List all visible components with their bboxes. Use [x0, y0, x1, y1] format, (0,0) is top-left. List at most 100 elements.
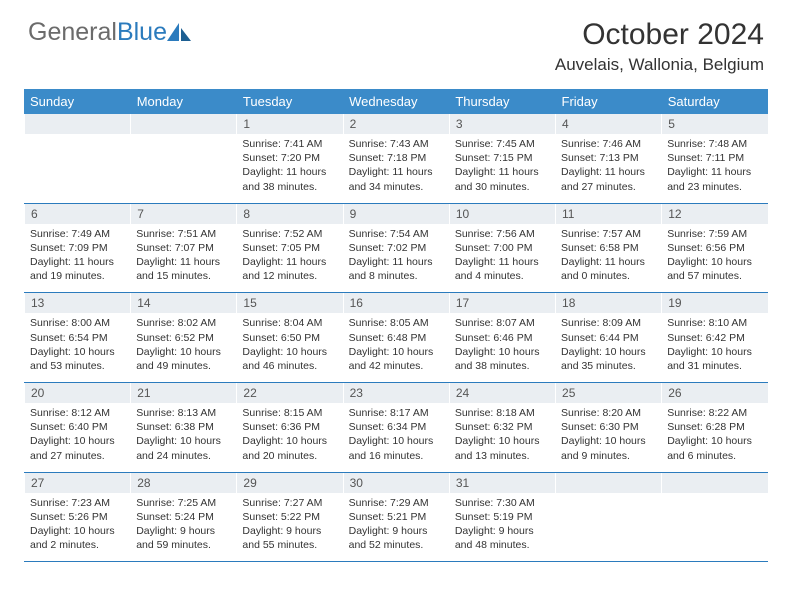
calendar-cell: 20Sunrise: 8:12 AMSunset: 6:40 PMDayligh… [24, 383, 130, 473]
weekday-header: Tuesday [236, 89, 342, 114]
sunrise-line: Sunrise: 8:18 AM [455, 406, 549, 420]
sunrise-line: Sunrise: 8:00 AM [30, 316, 124, 330]
daylight-line: Daylight: 11 hours and 8 minutes. [349, 255, 443, 283]
calendar-cell: 16Sunrise: 8:05 AMSunset: 6:48 PMDayligh… [343, 293, 449, 383]
calendar-cell: 9Sunrise: 7:54 AMSunset: 7:02 PMDaylight… [343, 203, 449, 293]
sunset-line: Sunset: 7:07 PM [136, 241, 230, 255]
daylight-line: Daylight: 10 hours and 16 minutes. [349, 434, 443, 462]
title-block: October 2024 Auvelais, Wallonia, Belgium [555, 18, 764, 75]
calendar-cell: 27Sunrise: 7:23 AMSunset: 5:26 PMDayligh… [24, 472, 130, 562]
calendar-cell: 4Sunrise: 7:46 AMSunset: 7:13 PMDaylight… [555, 114, 661, 203]
day-body: Sunrise: 7:54 AMSunset: 7:02 PMDaylight:… [343, 224, 449, 293]
sunrise-line: Sunrise: 7:43 AM [349, 137, 443, 151]
day-number: 8 [236, 204, 342, 224]
daylight-line: Daylight: 10 hours and 42 minutes. [349, 345, 443, 373]
sunset-line: Sunset: 7:02 PM [349, 241, 443, 255]
sunset-line: Sunset: 6:30 PM [561, 420, 655, 434]
daylight-line: Daylight: 10 hours and 49 minutes. [136, 345, 230, 373]
sunrise-line: Sunrise: 8:05 AM [349, 316, 443, 330]
sunset-line: Sunset: 6:50 PM [242, 331, 336, 345]
sunset-line: Sunset: 5:21 PM [349, 510, 443, 524]
calendar-cell [661, 472, 767, 562]
day-body-empty [555, 493, 661, 549]
sunrise-line: Sunrise: 7:46 AM [561, 137, 655, 151]
sunrise-line: Sunrise: 7:48 AM [667, 137, 761, 151]
daylight-line: Daylight: 9 hours and 59 minutes. [136, 524, 230, 552]
day-body-empty [24, 134, 130, 190]
calendar-cell: 1Sunrise: 7:41 AMSunset: 7:20 PMDaylight… [236, 114, 342, 203]
day-number: 2 [343, 114, 449, 134]
calendar-cell: 5Sunrise: 7:48 AMSunset: 7:11 PMDaylight… [661, 114, 767, 203]
logo-part2: Blue [117, 18, 167, 46]
daylight-line: Daylight: 10 hours and 27 minutes. [30, 434, 124, 462]
sunrise-line: Sunrise: 8:09 AM [561, 316, 655, 330]
sunset-line: Sunset: 7:05 PM [242, 241, 336, 255]
sunset-line: Sunset: 6:54 PM [30, 331, 124, 345]
sunrise-line: Sunrise: 8:10 AM [667, 316, 761, 330]
calendar-cell: 6Sunrise: 7:49 AMSunset: 7:09 PMDaylight… [24, 203, 130, 293]
day-number: 10 [449, 204, 555, 224]
day-number: 13 [24, 293, 130, 313]
day-number: 31 [449, 473, 555, 493]
calendar-cell: 24Sunrise: 8:18 AMSunset: 6:32 PMDayligh… [449, 383, 555, 473]
sunrise-line: Sunrise: 7:41 AM [242, 137, 336, 151]
day-body: Sunrise: 7:41 AMSunset: 7:20 PMDaylight:… [236, 134, 342, 203]
calendar-cell: 8Sunrise: 7:52 AMSunset: 7:05 PMDaylight… [236, 203, 342, 293]
day-body: Sunrise: 7:49 AMSunset: 7:09 PMDaylight:… [24, 224, 130, 293]
calendar-cell: 22Sunrise: 8:15 AMSunset: 6:36 PMDayligh… [236, 383, 342, 473]
daylight-line: Daylight: 11 hours and 23 minutes. [667, 165, 761, 193]
daylight-line: Daylight: 10 hours and 46 minutes. [242, 345, 336, 373]
day-body: Sunrise: 7:57 AMSunset: 6:58 PMDaylight:… [555, 224, 661, 293]
day-body: Sunrise: 8:00 AMSunset: 6:54 PMDaylight:… [24, 313, 130, 382]
weekday-header: Sunday [24, 89, 130, 114]
day-body: Sunrise: 7:45 AMSunset: 7:15 PMDaylight:… [449, 134, 555, 203]
sunrise-line: Sunrise: 7:29 AM [349, 496, 443, 510]
calendar-cell: 14Sunrise: 8:02 AMSunset: 6:52 PMDayligh… [130, 293, 236, 383]
calendar-table: SundayMondayTuesdayWednesdayThursdayFrid… [24, 89, 768, 562]
day-body: Sunrise: 8:15 AMSunset: 6:36 PMDaylight:… [236, 403, 342, 472]
sunset-line: Sunset: 5:19 PM [455, 510, 549, 524]
weekday-header: Wednesday [343, 89, 449, 114]
day-number: 17 [449, 293, 555, 313]
weekday-header: Thursday [449, 89, 555, 114]
sunrise-line: Sunrise: 8:17 AM [349, 406, 443, 420]
calendar-cell: 19Sunrise: 8:10 AMSunset: 6:42 PMDayligh… [661, 293, 767, 383]
day-body: Sunrise: 7:27 AMSunset: 5:22 PMDaylight:… [236, 493, 342, 562]
day-body: Sunrise: 8:13 AMSunset: 6:38 PMDaylight:… [130, 403, 236, 472]
sunset-line: Sunset: 6:28 PM [667, 420, 761, 434]
location: Auvelais, Wallonia, Belgium [555, 55, 764, 75]
month-title: October 2024 [555, 18, 764, 51]
day-body: Sunrise: 7:56 AMSunset: 7:00 PMDaylight:… [449, 224, 555, 293]
day-body: Sunrise: 7:29 AMSunset: 5:21 PMDaylight:… [343, 493, 449, 562]
day-body: Sunrise: 7:25 AMSunset: 5:24 PMDaylight:… [130, 493, 236, 562]
sunset-line: Sunset: 6:46 PM [455, 331, 549, 345]
daylight-line: Daylight: 11 hours and 34 minutes. [349, 165, 443, 193]
sunrise-line: Sunrise: 7:49 AM [30, 227, 124, 241]
calendar-cell: 25Sunrise: 8:20 AMSunset: 6:30 PMDayligh… [555, 383, 661, 473]
daylight-line: Daylight: 10 hours and 57 minutes. [667, 255, 761, 283]
daylight-line: Daylight: 10 hours and 24 minutes. [136, 434, 230, 462]
day-number-empty [130, 114, 236, 134]
daylight-line: Daylight: 11 hours and 30 minutes. [455, 165, 549, 193]
calendar-cell: 15Sunrise: 8:04 AMSunset: 6:50 PMDayligh… [236, 293, 342, 383]
calendar-row: 6Sunrise: 7:49 AMSunset: 7:09 PMDaylight… [24, 203, 768, 293]
calendar-cell: 18Sunrise: 8:09 AMSunset: 6:44 PMDayligh… [555, 293, 661, 383]
calendar-cell: 29Sunrise: 7:27 AMSunset: 5:22 PMDayligh… [236, 472, 342, 562]
day-body: Sunrise: 8:05 AMSunset: 6:48 PMDaylight:… [343, 313, 449, 382]
logo-text: GeneralBlue [28, 18, 167, 47]
daylight-line: Daylight: 10 hours and 35 minutes. [561, 345, 655, 373]
daylight-line: Daylight: 10 hours and 53 minutes. [30, 345, 124, 373]
day-body: Sunrise: 7:43 AMSunset: 7:18 PMDaylight:… [343, 134, 449, 203]
day-body: Sunrise: 8:04 AMSunset: 6:50 PMDaylight:… [236, 313, 342, 382]
sunset-line: Sunset: 5:26 PM [30, 510, 124, 524]
day-number: 20 [24, 383, 130, 403]
calendar-cell: 3Sunrise: 7:45 AMSunset: 7:15 PMDaylight… [449, 114, 555, 203]
day-number: 1 [236, 114, 342, 134]
header: GeneralBlue October 2024 Auvelais, Wallo… [0, 0, 792, 81]
sunrise-line: Sunrise: 7:25 AM [136, 496, 230, 510]
day-body: Sunrise: 7:48 AMSunset: 7:11 PMDaylight:… [661, 134, 767, 203]
calendar-body: 1Sunrise: 7:41 AMSunset: 7:20 PMDaylight… [24, 114, 768, 562]
sunset-line: Sunset: 6:32 PM [455, 420, 549, 434]
sunset-line: Sunset: 6:58 PM [561, 241, 655, 255]
day-number: 15 [236, 293, 342, 313]
